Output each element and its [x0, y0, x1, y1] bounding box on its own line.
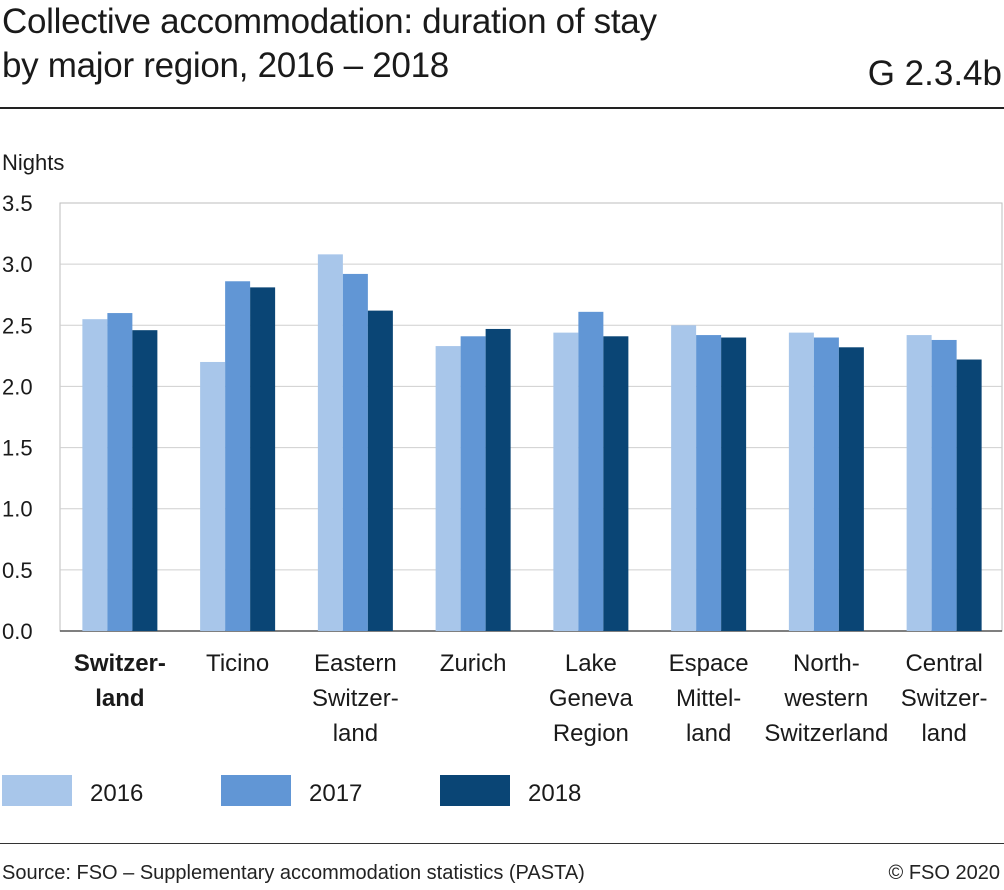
legend-label-2017: 2017	[309, 780, 362, 807]
bar-2018-7	[956, 359, 982, 631]
bar-2018-2	[367, 310, 393, 631]
x-tick-label: North-	[793, 650, 860, 677]
x-tick-label: western	[783, 685, 868, 712]
copyright-note: © FSO 2020	[888, 862, 1000, 884]
chart-title-line-1: Collective accommodation: duration of st…	[2, 2, 657, 41]
footer-divider	[0, 843, 1004, 844]
bar-2017-1	[225, 281, 251, 631]
bar-chart: Nights 0.0 0.5 1.0 1.5 2.0 2.5 3.0 3.5 Switzer-la…	[2, 150, 1003, 807]
y-tick-label: 3.5	[2, 191, 33, 216]
x-tick-label: Switzerland	[764, 720, 888, 747]
legend-label-2018: 2018	[528, 780, 581, 807]
bar-2017-7	[931, 339, 957, 631]
bar-2018-6	[838, 347, 864, 631]
bar-2016-5	[671, 325, 697, 631]
legend-swatch-2018	[440, 775, 510, 806]
y-tick-label: 0.5	[2, 558, 33, 583]
x-tick-label: Zurich	[440, 650, 507, 677]
bar-2017-5	[696, 335, 722, 631]
y-tick-label: 1.0	[2, 497, 33, 522]
y-tick-label: 3.0	[2, 252, 33, 277]
x-tick-label: land	[95, 685, 144, 712]
bar-2017-0	[107, 313, 133, 631]
x-tick-label: Region	[553, 720, 629, 747]
bar-2017-4	[578, 311, 604, 631]
chart-title-line-2: by major region, 2016 – 2018	[2, 46, 449, 85]
legend-swatch-2016	[2, 775, 72, 806]
bar-2018-3	[485, 328, 511, 631]
bar-2016-1	[200, 361, 226, 631]
bar-2018-4	[603, 336, 629, 631]
x-tick-label: land	[333, 720, 378, 747]
x-tick-label: Central	[905, 650, 982, 677]
x-tick-label: Eastern	[314, 650, 397, 677]
y-tick-label: 0.0	[2, 619, 33, 644]
bar-2018-5	[721, 337, 747, 631]
x-tick-label: Geneva	[549, 685, 634, 712]
y-tick-label: 1.5	[2, 436, 33, 461]
bar-2016-4	[553, 332, 579, 631]
bar-2016-3	[435, 346, 461, 631]
legend-label-2016: 2016	[90, 780, 143, 807]
source-note: Source: FSO – Supplementary accommodatio…	[2, 862, 585, 884]
bar-2016-7	[906, 335, 932, 631]
x-tick-label: land	[686, 720, 731, 747]
x-tick-label: Espace	[669, 650, 749, 677]
figure-id: G 2.3.4b	[867, 54, 1002, 93]
x-tick-label: Ticino	[206, 650, 269, 677]
bar-2017-3	[460, 336, 486, 631]
x-tick-label: land	[921, 720, 966, 747]
chart-title: Collective accommodation: duration of st…	[2, 0, 802, 88]
bar-2017-6	[813, 337, 839, 631]
x-tick-label: Switzer-	[312, 685, 399, 712]
x-tick-label: Switzer-	[74, 650, 166, 677]
x-tick-label: Mittel-	[676, 685, 741, 712]
bar-2016-2	[317, 254, 343, 632]
y-tick-label: 2.0	[2, 374, 33, 399]
x-tick-label: Lake	[565, 650, 617, 677]
y-tick-label: 2.5	[2, 313, 33, 338]
legend-swatch-2017	[221, 775, 291, 806]
bar-2016-0	[82, 319, 108, 631]
bar-2016-6	[788, 332, 814, 631]
title-divider	[0, 107, 1004, 109]
bar-2018-0	[132, 330, 158, 631]
x-tick-label: Switzer-	[901, 685, 988, 712]
y-axis-label: Nights	[2, 150, 64, 175]
bar-2018-1	[250, 287, 276, 631]
bar-2017-2	[342, 273, 368, 631]
